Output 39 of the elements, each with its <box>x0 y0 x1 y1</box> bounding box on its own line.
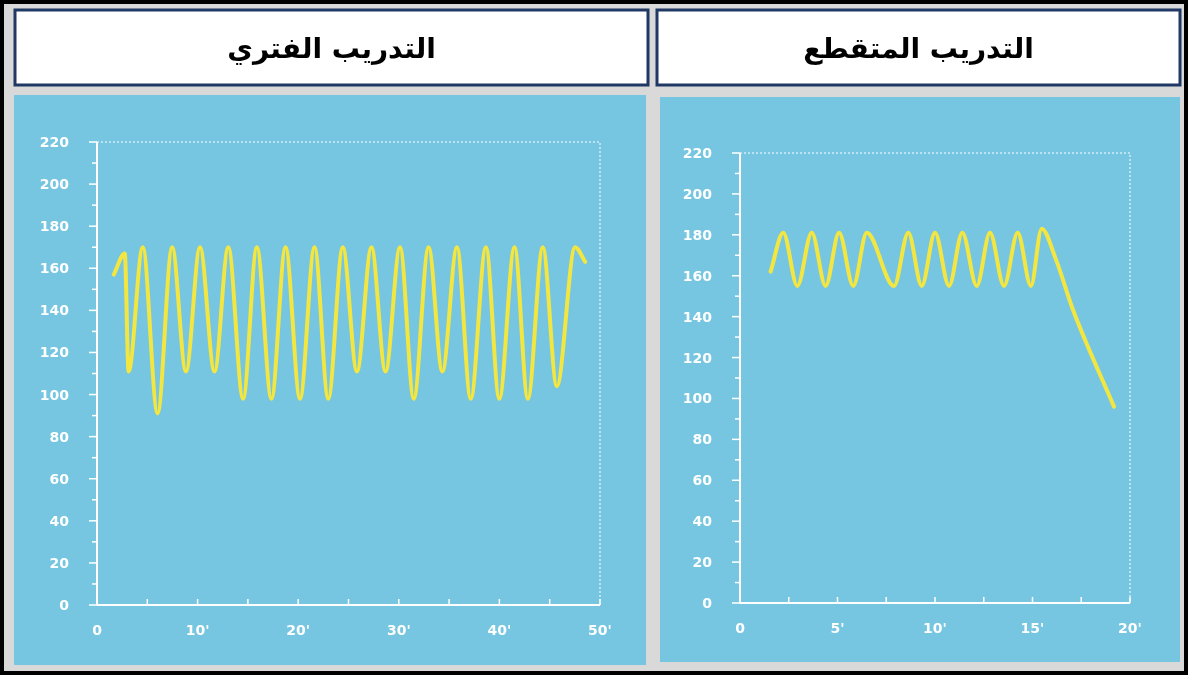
y-tick-label: 80 <box>49 428 70 445</box>
x-tick-label: 0 <box>92 622 103 638</box>
y-tick-label: 20 <box>692 554 713 571</box>
y-tick-label: 140 <box>39 302 70 319</box>
y-tick-label: 100 <box>39 386 70 403</box>
y-tick-label: 60 <box>692 472 713 489</box>
y-tick-label: 160 <box>682 267 713 284</box>
x-tick-label: 10' <box>185 622 210 638</box>
y-tick-label: 180 <box>682 226 713 243</box>
line-series <box>111 245 588 416</box>
y-tick-label: 0 <box>702 595 713 611</box>
y-tick-label: 40 <box>49 512 70 529</box>
y-tick-label: 220 <box>39 134 70 150</box>
y-tick-label: 120 <box>39 344 70 361</box>
x-tick-label: 0 <box>735 620 746 636</box>
x-tick-label: 20' <box>286 622 311 638</box>
x-tick-label: 30' <box>386 622 411 638</box>
x-tick-label: 20' <box>1118 620 1142 636</box>
y-tick-label: 100 <box>682 390 713 407</box>
y-tick-label: 200 <box>39 176 70 193</box>
y-tick-label: 80 <box>692 431 713 448</box>
x-tick-label: 10' <box>923 620 947 636</box>
chart-title: التدريب المتقطع <box>803 31 1034 65</box>
x-tick-label: 50' <box>588 622 612 638</box>
chart-title: التدريب الفتري <box>227 31 436 65</box>
y-tick-label: 40 <box>692 513 713 530</box>
y-tick-label: 120 <box>682 349 713 366</box>
line-series <box>768 226 1117 409</box>
y-tick-label: 180 <box>39 218 70 235</box>
y-tick-label: 60 <box>49 470 70 487</box>
y-tick-label: 140 <box>682 308 713 325</box>
y-tick-label: 0 <box>59 597 70 613</box>
y-tick-label: 220 <box>682 145 713 161</box>
y-tick-label: 160 <box>39 260 70 277</box>
x-tick-label: 5' <box>830 620 845 636</box>
y-tick-label: 20 <box>49 554 70 571</box>
x-tick-label: 15' <box>1020 620 1045 636</box>
x-tick-label: 40' <box>487 622 512 638</box>
y-tick-label: 200 <box>682 185 713 202</box>
